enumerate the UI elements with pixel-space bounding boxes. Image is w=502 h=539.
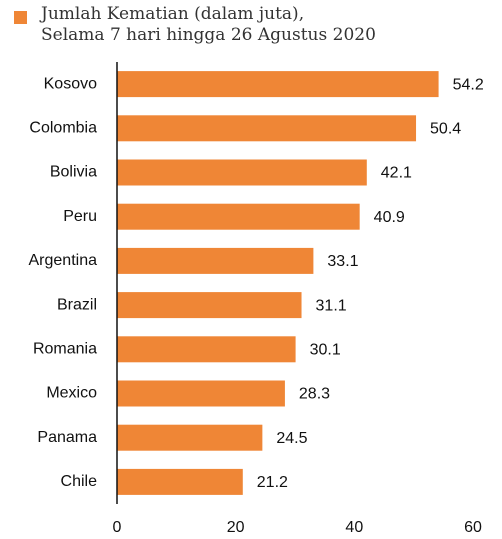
value-label: 28.3 [299, 386, 330, 403]
y-tick-label: Bolivia [50, 164, 97, 181]
y-tick-label: Colombia [29, 120, 97, 137]
x-tick-label: 60 [464, 519, 482, 536]
value-label: 31.1 [316, 297, 347, 314]
y-tick-label: Chile [61, 473, 98, 490]
value-label: 30.1 [310, 342, 341, 359]
y-tick-label: Mexico [46, 385, 97, 402]
bar [117, 247, 314, 274]
y-tick-label: Kosovo [44, 75, 97, 92]
y-tick-label: Argentina [29, 252, 98, 269]
value-label: 40.9 [374, 209, 405, 226]
bar [117, 203, 360, 230]
value-label: 50.4 [430, 121, 461, 138]
bar [117, 71, 439, 98]
value-label: 54.2 [453, 76, 484, 93]
x-tick-label: 40 [345, 519, 363, 536]
bar [117, 292, 302, 319]
bar [117, 380, 285, 407]
value-label: 21.2 [257, 474, 288, 491]
bar [117, 115, 417, 142]
bar [117, 424, 263, 451]
legend-label: Jumlah Kematian (dalam juta), Selama 7 h… [41, 4, 376, 45]
bar [117, 336, 296, 363]
legend-swatch [14, 11, 27, 24]
value-label: 24.5 [276, 430, 307, 447]
value-label: 42.1 [381, 165, 412, 182]
y-tick-label: Romania [33, 341, 97, 358]
value-label: 33.1 [327, 253, 358, 270]
x-tick-label: 0 [113, 519, 122, 536]
y-tick-label: Peru [63, 208, 97, 225]
y-tick-label: Panama [37, 429, 97, 446]
bar [117, 159, 367, 186]
x-tick-label: 20 [227, 519, 245, 536]
bar [117, 468, 243, 495]
y-tick-label: Brazil [57, 296, 97, 313]
legend: Jumlah Kematian (dalam juta), Selama 7 h… [14, 4, 376, 46]
